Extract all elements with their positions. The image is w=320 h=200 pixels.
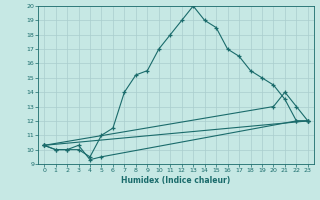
X-axis label: Humidex (Indice chaleur): Humidex (Indice chaleur) bbox=[121, 176, 231, 185]
